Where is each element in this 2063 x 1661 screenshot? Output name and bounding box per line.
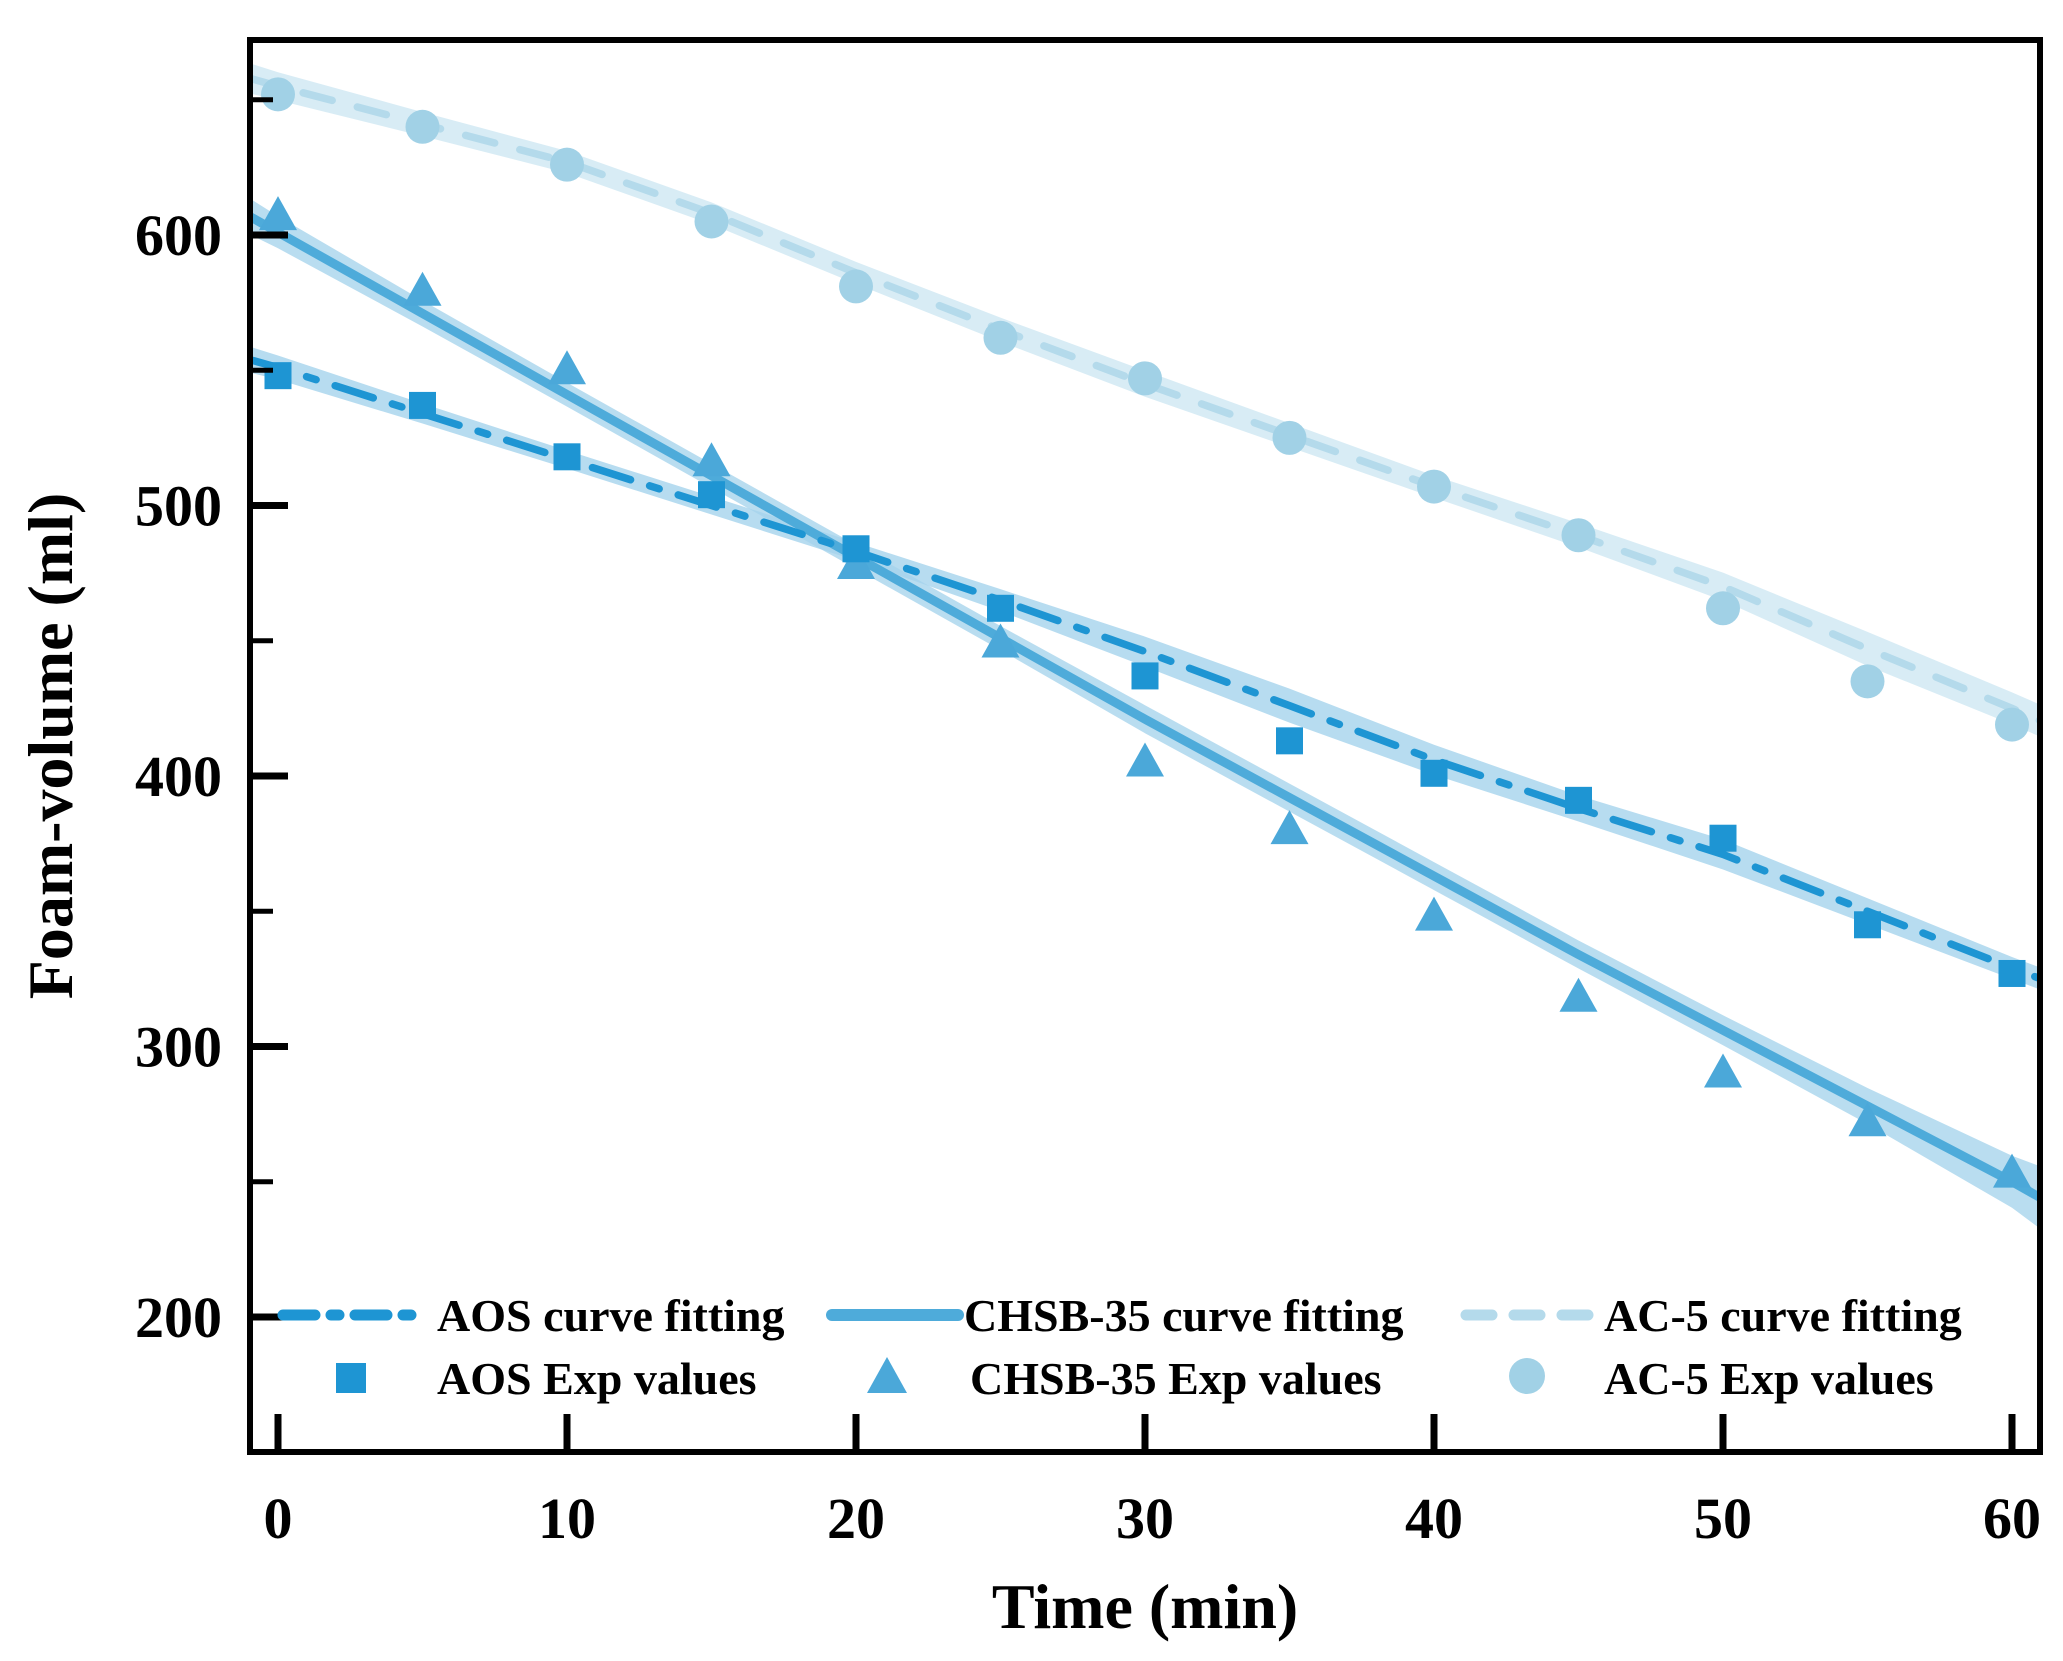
legend-chsb35-exp-label: CHSB-35 Exp values xyxy=(970,1353,1382,1404)
marker-square xyxy=(1854,911,1881,939)
x-tick-labels: 0 10 20 30 40 50 60 xyxy=(264,1486,2042,1551)
y-tick-label: 300 xyxy=(135,1015,222,1080)
x-tick-label: 60 xyxy=(1983,1486,2041,1551)
marker-square xyxy=(553,443,581,471)
marker-square xyxy=(1998,959,2026,987)
axis-ticks xyxy=(250,97,2016,1452)
marker-circle xyxy=(694,204,729,239)
marker-triangle xyxy=(1993,1153,2031,1188)
series-ac5-fit-line xyxy=(250,74,2040,725)
legend-chsb35-fit-label: CHSB-35 curve fitting xyxy=(964,1290,1404,1341)
series-chsb35-band xyxy=(250,198,2040,1229)
marker-square xyxy=(1565,786,1592,814)
series-aos-fit-line xyxy=(250,355,2040,983)
marker-square xyxy=(1131,662,1159,690)
experimental-markers xyxy=(259,77,2031,1188)
legend-ac5-fit-label: AC-5 curve fitting xyxy=(1604,1290,1962,1341)
marker-square xyxy=(987,594,1014,622)
marker-triangle xyxy=(692,442,731,477)
marker-triangle xyxy=(981,623,1020,658)
marker-circle xyxy=(983,320,1018,355)
y-tick-label: 400 xyxy=(135,744,222,809)
marker-circle xyxy=(1417,469,1451,504)
series-aos-band xyxy=(250,346,2040,990)
marker-triangle xyxy=(1415,896,1453,931)
legend-ac5-exp-label: AC-5 Exp values xyxy=(1604,1353,1934,1404)
x-tick-label: 0 xyxy=(264,1486,293,1551)
marker-square xyxy=(698,481,725,509)
marker-circle xyxy=(405,109,440,144)
marker-triangle xyxy=(1126,742,1164,777)
marker-triangle xyxy=(259,196,297,231)
marker-triangle xyxy=(1848,1102,1887,1137)
legend-aos-marker-sample xyxy=(336,1363,366,1393)
legend: AOS curve fitting AOS Exp values CHSB-35 c… xyxy=(277,1290,1962,1404)
legend-marker-square xyxy=(336,1363,366,1393)
marker-square xyxy=(1709,824,1737,852)
x-tick-label: 20 xyxy=(827,1486,885,1551)
marker-circle xyxy=(1850,664,1885,699)
legend-aos-fit-label: AOS curve fitting xyxy=(437,1290,785,1341)
x-axis-title: Time (min) xyxy=(992,1571,1298,1642)
series-chsb35-fit-line xyxy=(250,211,2040,1203)
marker-circle xyxy=(1128,361,1162,396)
legend-chsb35-marker-sample xyxy=(867,1357,907,1393)
x-tick-label: 40 xyxy=(1405,1486,1463,1551)
legend-marker-circle xyxy=(1509,1358,1545,1394)
marker-square xyxy=(1420,759,1448,787)
x-tick-label: 50 xyxy=(1694,1486,1752,1551)
series-ac5-markers xyxy=(261,77,2029,742)
marker-circle xyxy=(261,77,295,112)
y-tick-label: 500 xyxy=(135,474,222,539)
y-tick-labels: 200 300 400 500 600 xyxy=(135,203,222,1350)
marker-triangle xyxy=(1704,1053,1742,1088)
marker-circle xyxy=(1706,591,1740,626)
marker-square xyxy=(1276,727,1303,755)
marker-triangle xyxy=(1559,977,1598,1012)
marker-circle xyxy=(839,269,873,304)
marker-triangle xyxy=(403,271,442,306)
fitted-curves xyxy=(250,74,2040,1203)
marker-circle xyxy=(550,147,584,182)
legend-ac5-marker-sample xyxy=(1509,1358,1545,1394)
y-tick-label: 200 xyxy=(135,1285,222,1350)
series-aos-markers xyxy=(264,362,2026,987)
series-chsb35-markers xyxy=(259,196,2031,1188)
marker-circle xyxy=(1272,420,1307,455)
marker-square xyxy=(409,391,436,419)
marker-circle xyxy=(1995,707,2029,742)
marker-triangle xyxy=(1270,810,1309,845)
marker-circle xyxy=(1561,518,1596,553)
y-axis-title: Foam-volume (ml) xyxy=(15,493,86,1000)
y-tick-label: 600 xyxy=(135,203,222,268)
legend-marker-triangle xyxy=(867,1357,907,1393)
marker-square xyxy=(264,362,292,390)
marker-triangle xyxy=(548,350,586,385)
x-tick-label: 30 xyxy=(1116,1486,1174,1551)
marker-square xyxy=(842,535,870,563)
legend-aos-exp-label: AOS Exp values xyxy=(437,1353,757,1404)
x-tick-label: 10 xyxy=(538,1486,596,1551)
